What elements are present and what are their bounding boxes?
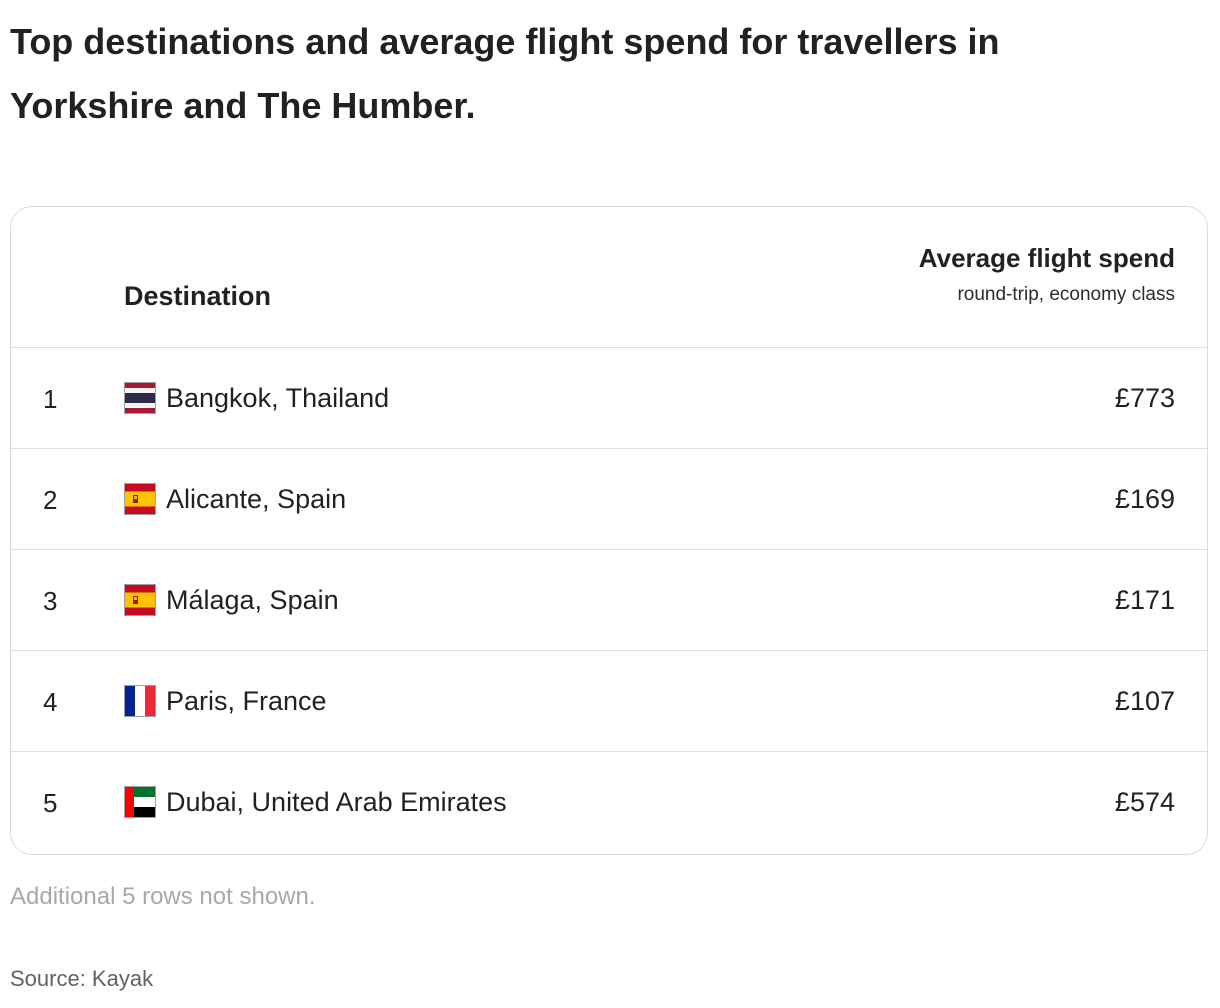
row-rank: 4 bbox=[43, 687, 58, 717]
column-header-destination: Destination bbox=[124, 281, 272, 311]
table-row: 5 Dubai, United Arab Emirates £574 bbox=[11, 752, 1207, 853]
table-row: 3 Málaga, Spain £171 bbox=[11, 550, 1207, 651]
source-credit: Source: Kayak bbox=[10, 966, 154, 991]
spain-flag-icon bbox=[124, 584, 156, 616]
table-header: Destination Average flight spend round-t… bbox=[11, 207, 1207, 348]
thailand-flag-icon bbox=[124, 382, 156, 414]
row-rank: 3 bbox=[43, 586, 58, 616]
average-price: £773 bbox=[1114, 383, 1175, 413]
destinations-table: Destination Average flight spend round-t… bbox=[10, 206, 1208, 855]
destination-name: Alicante, Spain bbox=[166, 484, 347, 514]
destination-name: Bangkok, Thailand bbox=[166, 383, 390, 413]
table-row: 1 Bangkok, Thailand £773 bbox=[11, 348, 1207, 449]
average-price: £171 bbox=[1114, 585, 1175, 615]
average-price: £574 bbox=[1114, 787, 1175, 817]
row-rank: 1 bbox=[43, 384, 58, 414]
average-price: £107 bbox=[1114, 686, 1175, 716]
table-row: 2 Alicante, Spain £169 bbox=[11, 449, 1207, 550]
destination-name: Paris, France bbox=[166, 686, 327, 716]
rows-not-shown-note: Additional 5 rows not shown. bbox=[10, 883, 316, 910]
row-rank: 2 bbox=[43, 485, 58, 515]
destination-name: Dubai, United Arab Emirates bbox=[166, 787, 507, 817]
average-price: £169 bbox=[1114, 484, 1175, 514]
uae-flag-icon bbox=[124, 786, 156, 818]
spain-flag-icon bbox=[124, 483, 156, 515]
destination-name: Málaga, Spain bbox=[166, 585, 339, 615]
page-title: Top destinations and average flight spen… bbox=[10, 21, 1000, 126]
row-rank: 5 bbox=[43, 788, 58, 818]
column-header-spend-subtitle: round-trip, economy class bbox=[957, 284, 1175, 305]
france-flag-icon bbox=[124, 685, 156, 717]
column-header-spend: Average flight spend round-trip, economy… bbox=[919, 241, 1175, 309]
column-header-spend-title: Average flight spend bbox=[918, 243, 1175, 273]
table-row: 4 Paris, France £107 bbox=[11, 651, 1207, 752]
